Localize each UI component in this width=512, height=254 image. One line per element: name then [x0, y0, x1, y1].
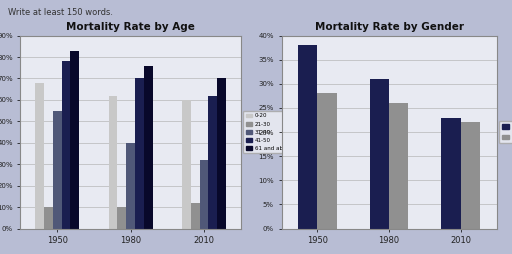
Bar [217, 78, 226, 229]
Bar [35, 83, 44, 229]
Bar [109, 96, 117, 229]
Text: Write at least 150 words.: Write at least 150 words. [8, 8, 113, 17]
Bar [44, 207, 53, 229]
Title: Mortality Rate by Age: Mortality Rate by Age [66, 22, 195, 32]
Legend: Male, Female: Male, Female [499, 121, 512, 143]
Bar [191, 203, 200, 229]
Legend: 0-20, 21-30, 31-40, 41-50, 61 and above: 0-20, 21-30, 31-40, 41-50, 61 and above [243, 111, 295, 153]
Bar [126, 143, 135, 229]
Bar [200, 160, 208, 229]
Bar [208, 96, 217, 229]
Bar [461, 122, 480, 229]
Bar [389, 103, 409, 229]
Bar [298, 45, 317, 229]
Bar [317, 93, 337, 229]
Bar [53, 111, 61, 229]
Bar [370, 79, 389, 229]
Title: Mortality Rate by Gender: Mortality Rate by Gender [314, 22, 464, 32]
Bar [61, 61, 70, 229]
Bar [182, 100, 191, 229]
Bar [70, 51, 79, 229]
Bar [144, 66, 153, 229]
Bar [441, 118, 461, 229]
Bar [117, 207, 126, 229]
Bar [135, 78, 144, 229]
